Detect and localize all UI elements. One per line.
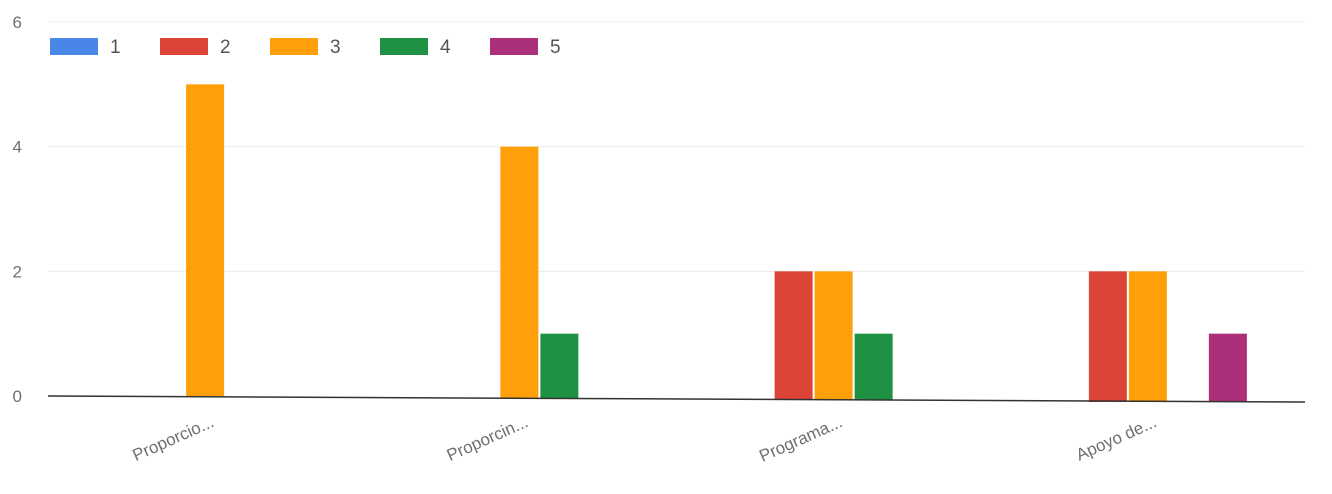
bar [774,271,813,400]
bar [854,333,893,400]
bars [186,84,1247,402]
legend-swatch [160,38,208,55]
x-tick-label: Programa... [756,412,845,465]
bar [1088,271,1127,402]
y-tick-label: 6 [13,13,22,32]
y-tick-label: 4 [13,138,22,157]
legend-label: 1 [110,37,121,58]
legend-swatch [270,38,318,55]
legend-label: 2 [220,37,231,58]
x-axis-line [47,395,1306,403]
legend-label: 3 [330,37,341,58]
legend-label: 4 [440,37,451,58]
bar [186,84,225,396]
x-tick-label: Proporcin... [444,412,531,465]
y-tick-label: 0 [13,387,22,406]
legend-swatch [380,38,428,55]
gridlines [48,21,1305,272]
bar [540,333,579,398]
x-tick-label: Proporcio... [130,412,217,465]
legend-swatch [490,38,538,55]
legend-swatch [50,38,98,55]
y-tick-label: 2 [13,262,22,281]
bar [814,271,853,400]
bar [1128,271,1167,402]
x-tick-label: Apoyo de... [1073,412,1159,464]
legend-label: 5 [550,37,561,58]
bar [1208,333,1247,402]
bar [500,146,539,398]
legend: 1 2 3 4 5 [50,37,561,58]
